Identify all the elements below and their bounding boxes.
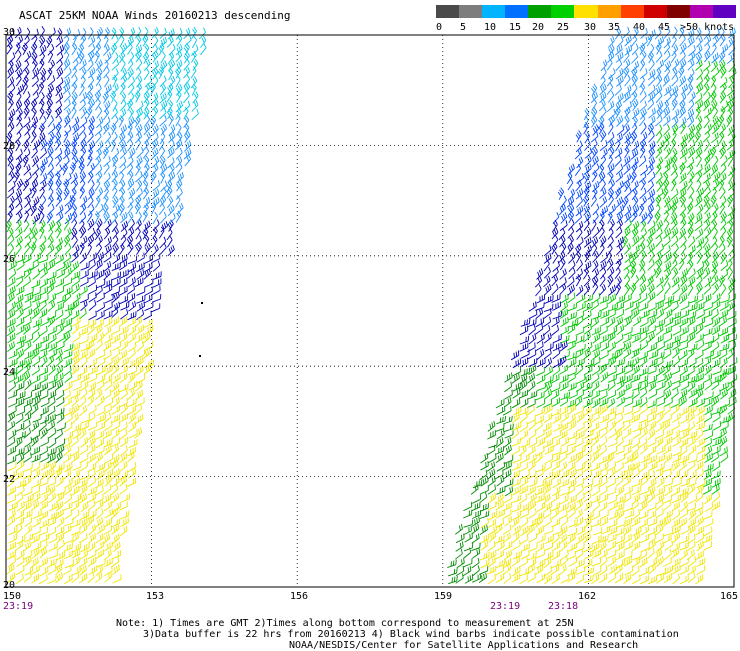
scale-label: >50 knots	[680, 22, 735, 33]
scale-label: 10	[484, 22, 497, 33]
time-right-b: 23:18	[548, 601, 579, 612]
scale-color-box	[597, 5, 622, 18]
scale-color-box	[482, 5, 506, 18]
y-tick-28: 28	[3, 141, 16, 152]
x-tick-159: 159	[434, 591, 453, 602]
wind-barb-group	[510, 218, 625, 369]
wind-barb-group	[6, 316, 155, 585]
scale-label: 20	[532, 22, 545, 33]
wind-speed-scale: 0 5 10 15 20 25 30 35 40 45 >50 knots	[436, 5, 737, 39]
scale-color-box	[551, 5, 575, 18]
y-tick-22: 22	[3, 474, 16, 485]
scale-color-box	[436, 5, 460, 18]
wind-barb-group	[39, 115, 96, 225]
map-title: ASCAT 25KM NOAA Winds 20160213 descendin…	[19, 9, 291, 22]
y-tick-30: 30	[3, 27, 16, 38]
scale-color-box	[689, 5, 714, 18]
scale-color-box	[459, 5, 483, 18]
time-left: 23:19	[3, 601, 34, 612]
scale-label: 5	[460, 22, 467, 33]
left-swath-barbs	[5, 26, 207, 585]
note-line-2: 3)Data buffer is 22 hrs from 20160213 4)…	[143, 629, 679, 640]
y-tick-20: 20	[3, 580, 16, 591]
time-right-a: 23:19	[490, 601, 521, 612]
scale-color-box	[574, 5, 599, 18]
map-frame	[5, 34, 735, 588]
scale-label: 45	[658, 22, 671, 33]
map-grid	[6, 35, 734, 587]
wind-barb-group	[109, 26, 207, 121]
x-tick-153: 153	[146, 591, 165, 602]
note-line-3: NOAA/NESDIS/Center for Satellite Applica…	[289, 640, 639, 651]
scale-label: 25	[557, 22, 570, 33]
wind-barb-group	[5, 218, 88, 384]
scale-color-box	[505, 5, 529, 18]
wind-barb-group	[6, 379, 66, 465]
contamination-mark	[199, 355, 201, 357]
wind-barb-group	[552, 122, 656, 225]
wind-barb-group	[480, 403, 721, 585]
scale-color-box	[620, 5, 645, 18]
scale-label: 30	[584, 22, 597, 33]
x-tick-165: 165	[720, 591, 739, 602]
scale-label: 40	[633, 22, 646, 33]
y-tick-26: 26	[3, 254, 16, 265]
note-line-1: Note: 1) Times are GMT 2)Times along bot…	[116, 618, 574, 629]
wind-barb-group	[583, 26, 736, 129]
scale-label: 0	[436, 22, 443, 33]
contamination-mark	[201, 302, 203, 304]
y-tick-24: 24	[3, 367, 16, 378]
x-tick-156: 156	[290, 591, 309, 602]
right-swath-barbs	[447, 26, 738, 585]
wind-barb-group	[535, 59, 738, 495]
wind-barb-group	[447, 364, 538, 585]
scale-label: 35	[608, 22, 621, 33]
scale-color-box	[666, 5, 691, 18]
scale-color-box	[528, 5, 552, 18]
scale-color-box	[712, 5, 737, 18]
wind-barb-group	[6, 26, 175, 321]
scale-color-box	[643, 5, 668, 18]
x-tick-162: 162	[578, 591, 597, 602]
scale-label: 15	[509, 22, 522, 33]
x-tick-150: 150	[3, 591, 22, 602]
